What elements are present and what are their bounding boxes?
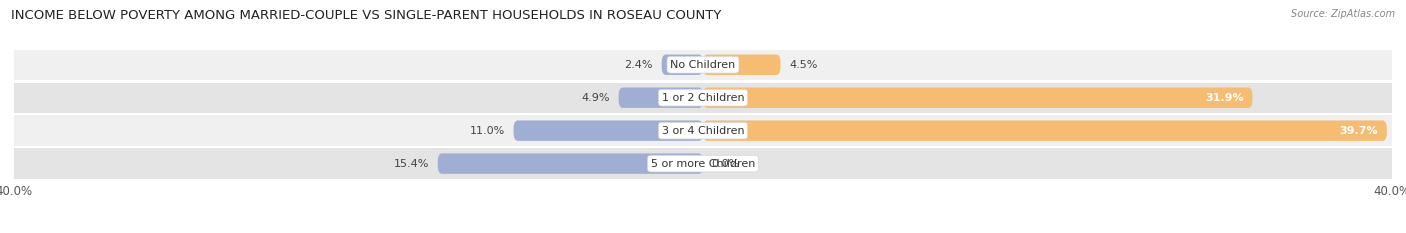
Bar bbox=[14, 116, 1392, 146]
Text: 11.0%: 11.0% bbox=[470, 126, 505, 136]
FancyBboxPatch shape bbox=[619, 87, 703, 108]
Text: Source: ZipAtlas.com: Source: ZipAtlas.com bbox=[1291, 9, 1395, 19]
Text: 2.4%: 2.4% bbox=[624, 60, 652, 70]
Text: 4.5%: 4.5% bbox=[789, 60, 817, 70]
FancyBboxPatch shape bbox=[513, 120, 703, 141]
Bar bbox=[14, 82, 1392, 113]
FancyBboxPatch shape bbox=[703, 120, 1386, 141]
Text: 3 or 4 Children: 3 or 4 Children bbox=[662, 126, 744, 136]
FancyBboxPatch shape bbox=[703, 87, 1253, 108]
Text: 31.9%: 31.9% bbox=[1205, 93, 1244, 103]
Text: 39.7%: 39.7% bbox=[1340, 126, 1378, 136]
Text: 5 or more Children: 5 or more Children bbox=[651, 159, 755, 169]
Text: 0.0%: 0.0% bbox=[711, 159, 740, 169]
Text: 1 or 2 Children: 1 or 2 Children bbox=[662, 93, 744, 103]
FancyBboxPatch shape bbox=[662, 55, 703, 75]
Text: INCOME BELOW POVERTY AMONG MARRIED-COUPLE VS SINGLE-PARENT HOUSEHOLDS IN ROSEAU : INCOME BELOW POVERTY AMONG MARRIED-COUPL… bbox=[11, 9, 721, 22]
Text: 15.4%: 15.4% bbox=[394, 159, 429, 169]
Text: 4.9%: 4.9% bbox=[582, 93, 610, 103]
Bar bbox=[14, 50, 1392, 80]
Text: No Children: No Children bbox=[671, 60, 735, 70]
FancyBboxPatch shape bbox=[437, 153, 703, 174]
FancyBboxPatch shape bbox=[703, 55, 780, 75]
Bar bbox=[14, 148, 1392, 179]
